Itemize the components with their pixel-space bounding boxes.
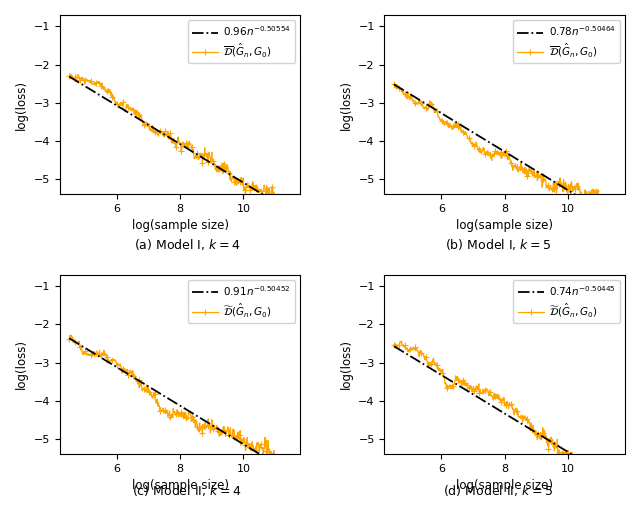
$\widetilde{\mathcal{D}}(\hat{G}_n, G_0)$ (171, 409, 179, 415)
$\overline{\mathcal{D}}(\hat{G}_n, G_0)$ (606, 209, 614, 216)
$0.74n^{-0.50445}$ (510, 416, 518, 422)
$0.78n^{-0.50464}$ (612, 216, 620, 222)
$0.96n^{-0.50554}$ (197, 154, 205, 160)
$0.78n^{-0.50464}$ (495, 145, 503, 151)
$\overline{\mathcal{D}}(\hat{G}_n, G_0)$ (497, 149, 504, 155)
$\overline{\mathcal{D}}(\hat{G}_n, G_0)$ (282, 209, 290, 216)
$0.91n^{-0.50452}$ (287, 470, 294, 476)
X-axis label: log(sample size): log(sample size) (456, 479, 553, 492)
$\widetilde{\mathcal{D}}(\hat{G}_n, G_0)$ (390, 342, 398, 348)
$0.96n^{-0.50554}$ (171, 138, 179, 144)
Line: $0.78n^{-0.50464}$: $0.78n^{-0.50464}$ (394, 85, 616, 219)
Line: $0.91n^{-0.50452}$: $0.91n^{-0.50452}$ (69, 338, 291, 473)
$\widetilde{\mathcal{D}}(\hat{G}_n, G_0)$ (604, 488, 612, 494)
Y-axis label: log(loss): log(loss) (15, 79, 28, 130)
$0.91n^{-0.50452}$ (172, 400, 180, 406)
$0.78n^{-0.50464}$ (497, 146, 504, 152)
$0.78n^{-0.50464}$ (606, 213, 614, 219)
$0.91n^{-0.50452}$ (65, 335, 73, 342)
Line: $0.96n^{-0.50554}$: $0.96n^{-0.50554}$ (69, 76, 291, 212)
$\widetilde{\mathcal{D}}(\hat{G}_n, G_0)$ (65, 336, 73, 342)
X-axis label: log(sample size): log(sample size) (132, 219, 228, 233)
Line: $\overline{\mathcal{D}}(\hat{G}_n, G_0)$: $\overline{\mathcal{D}}(\hat{G}_n, G_0)$ (67, 71, 294, 227)
$\widetilde{\mathcal{D}}(\hat{G}_n, G_0)$ (279, 472, 287, 478)
Line: $\overline{\mathcal{D}}(\hat{G}_n, G_0)$: $\overline{\mathcal{D}}(\hat{G}_n, G_0)$ (391, 82, 618, 218)
$0.91n^{-0.50452}$ (247, 446, 255, 452)
$0.91n^{-0.50452}$ (171, 399, 179, 406)
$0.74n^{-0.50445}$ (612, 478, 620, 484)
$\widetilde{\mathcal{D}}(\hat{G}_n, G_0)$ (522, 416, 530, 422)
$\widetilde{\mathcal{D}}(\hat{G}_n, G_0)$ (397, 338, 405, 344)
Y-axis label: log(loss): log(loss) (340, 79, 353, 130)
$0.78n^{-0.50464}$ (572, 191, 579, 198)
$0.74n^{-0.50445}$ (572, 454, 579, 460)
$\overline{\mathcal{D}}(\hat{G}_n, G_0)$ (609, 212, 617, 218)
Legend: $0.78n^{-0.50464}$, $\overline{\mathcal{D}}(\hat{G}_n, G_0)$: $0.78n^{-0.50464}$, $\overline{\mathcal{… (513, 20, 620, 63)
Line: $\widetilde{\mathcal{D}}(\hat{G}_n, G_0)$: $\widetilde{\mathcal{D}}(\hat{G}_n, G_0)… (391, 338, 618, 494)
Text: (b) Model I, $k = 5$: (b) Model I, $k = 5$ (445, 237, 551, 252)
$\overline{\mathcal{D}}(\hat{G}_n, G_0)$ (198, 151, 205, 157)
Line: $\widetilde{\mathcal{D}}(\hat{G}_n, G_0)$: $\widetilde{\mathcal{D}}(\hat{G}_n, G_0)… (67, 332, 294, 478)
Text: (a) Model I, $k = 4$: (a) Model I, $k = 4$ (134, 237, 240, 252)
Legend: $0.91n^{-0.50452}$, $\widetilde{\mathcal{D}}(\hat{G}_n, G_0)$: $0.91n^{-0.50452}$, $\widetilde{\mathcal… (188, 280, 295, 323)
$0.96n^{-0.50554}$ (287, 208, 294, 215)
$0.96n^{-0.50554}$ (172, 138, 180, 144)
$\overline{\mathcal{D}}(\hat{G}_n, G_0)$ (286, 221, 294, 227)
Legend: $0.74n^{-0.50445}$, $\widetilde{\mathcal{D}}(\hat{G}_n, G_0)$: $0.74n^{-0.50445}$, $\widetilde{\mathcal… (513, 280, 620, 323)
$\overline{\mathcal{D}}(\hat{G}_n, G_0)$ (171, 140, 179, 147)
Text: (c) Model II, $k = 4$: (c) Model II, $k = 4$ (132, 483, 242, 498)
$\widetilde{\mathcal{D}}(\hat{G}_n, G_0)$ (497, 397, 505, 403)
$\widetilde{\mathcal{D}}(\hat{G}_n, G_0)$ (67, 332, 74, 338)
$\overline{\mathcal{D}}(\hat{G}_n, G_0)$ (287, 211, 294, 217)
$\widetilde{\mathcal{D}}(\hat{G}_n, G_0)$ (287, 471, 294, 477)
$\widetilde{\mathcal{D}}(\hat{G}_n, G_0)$ (248, 442, 255, 448)
$0.74n^{-0.50445}$ (497, 408, 504, 414)
$\overline{\mathcal{D}}(\hat{G}_n, G_0)$ (612, 201, 620, 207)
Text: (d) Model II, $k = 5$: (d) Model II, $k = 5$ (443, 483, 552, 498)
$0.96n^{-0.50554}$ (247, 184, 255, 190)
$\overline{\mathcal{D}}(\hat{G}_n, G_0)$ (495, 152, 503, 158)
$\overline{\mathcal{D}}(\hat{G}_n, G_0)$ (248, 185, 255, 191)
$\widetilde{\mathcal{D}}(\hat{G}_n, G_0)$ (282, 468, 290, 474)
$0.91n^{-0.50452}$ (197, 415, 205, 422)
$\overline{\mathcal{D}}(\hat{G}_n, G_0)$ (67, 71, 74, 77)
$\overline{\mathcal{D}}(\hat{G}_n, G_0)$ (65, 73, 73, 79)
$\widetilde{\mathcal{D}}(\hat{G}_n, G_0)$ (511, 412, 518, 418)
$0.74n^{-0.50445}$ (522, 423, 530, 429)
$\widetilde{\mathcal{D}}(\hat{G}_n, G_0)$ (172, 410, 180, 416)
$0.74n^{-0.50445}$ (495, 407, 503, 413)
Y-axis label: log(loss): log(loss) (340, 340, 353, 390)
X-axis label: log(sample size): log(sample size) (132, 479, 228, 492)
$\widetilde{\mathcal{D}}(\hat{G}_n, G_0)$ (186, 410, 193, 416)
X-axis label: log(sample size): log(sample size) (456, 219, 553, 233)
$\widetilde{\mathcal{D}}(\hat{G}_n, G_0)$ (572, 457, 580, 463)
$\overline{\mathcal{D}}(\hat{G}_n, G_0)$ (522, 171, 530, 177)
Line: $0.74n^{-0.50445}$: $0.74n^{-0.50445}$ (394, 346, 616, 481)
$0.78n^{-0.50464}$ (390, 82, 398, 88)
$0.96n^{-0.50554}$ (65, 73, 73, 79)
$\overline{\mathcal{D}}(\hat{G}_n, G_0)$ (390, 81, 398, 87)
$0.78n^{-0.50464}$ (522, 162, 530, 168)
$\overline{\mathcal{D}}(\hat{G}_n, G_0)$ (172, 141, 180, 148)
Y-axis label: log(loss): log(loss) (15, 340, 28, 390)
$0.96n^{-0.50554}$ (186, 147, 193, 153)
$0.91n^{-0.50452}$ (282, 466, 289, 473)
$0.78n^{-0.50464}$ (510, 154, 518, 160)
$\overline{\mathcal{D}}(\hat{G}_n, G_0)$ (510, 164, 518, 170)
$\overline{\mathcal{D}}(\hat{G}_n, G_0)$ (572, 185, 579, 191)
$0.74n^{-0.50445}$ (606, 475, 614, 481)
$\widetilde{\mathcal{D}}(\hat{G}_n, G_0)$ (198, 423, 205, 429)
Legend: $0.96n^{-0.50554}$, $\overline{\mathcal{D}}(\hat{G}_n, G_0)$: $0.96n^{-0.50554}$, $\overline{\mathcal{… (188, 20, 295, 63)
$\widetilde{\mathcal{D}}(\hat{G}_n, G_0)$ (612, 470, 620, 476)
$\widetilde{\mathcal{D}}(\hat{G}_n, G_0)$ (607, 474, 615, 480)
$\widetilde{\mathcal{D}}(\hat{G}_n, G_0)$ (496, 394, 504, 400)
$0.74n^{-0.50445}$ (390, 343, 398, 349)
$0.96n^{-0.50554}$ (282, 205, 289, 212)
$0.91n^{-0.50452}$ (186, 408, 193, 414)
$\overline{\mathcal{D}}(\hat{G}_n, G_0)$ (186, 141, 193, 148)
